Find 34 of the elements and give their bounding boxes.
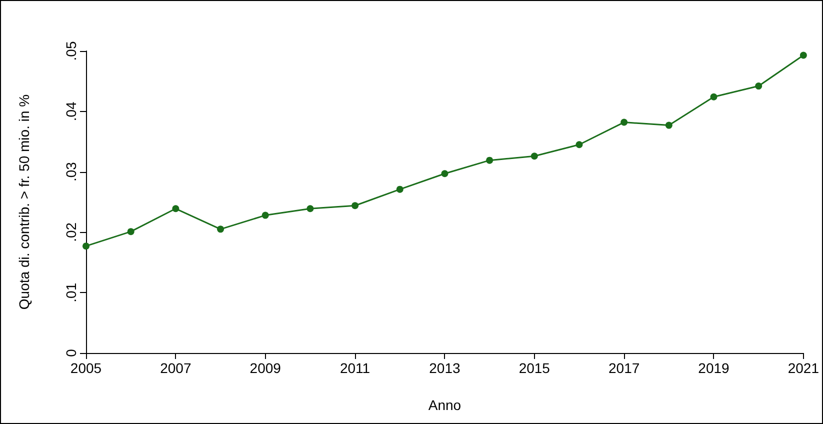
x-tick-label: 2005 [70, 360, 102, 376]
y-tick-label: .01 [63, 282, 79, 302]
point [530, 152, 538, 160]
point [172, 205, 180, 212]
point [262, 212, 269, 219]
point [217, 226, 224, 233]
y-tick-label: .04 [63, 101, 79, 122]
x-tick-label: 2021 [788, 360, 820, 376]
x-tick-label: 2013 [429, 360, 460, 376]
x-tick-label: 2017 [608, 360, 640, 376]
y-tick-label: 0 [63, 348, 79, 357]
point [620, 118, 628, 126]
point [396, 186, 404, 193]
x-axis-title: Anno [428, 397, 462, 413]
y-axis-title: Quota di. contrib. > fr. 50 mio. in % [16, 94, 32, 310]
point [441, 170, 448, 178]
x-tick-label: 2015 [518, 360, 550, 376]
point [710, 93, 718, 100]
x-tick-label: 2009 [250, 360, 282, 376]
point [306, 205, 314, 212]
point [486, 156, 494, 164]
point [576, 141, 583, 148]
point [800, 52, 807, 59]
point [127, 228, 134, 236]
point [755, 82, 762, 90]
x-tick-label: 2019 [698, 360, 730, 376]
point [352, 202, 359, 210]
y-tick-label: .03 [63, 162, 79, 182]
point [82, 242, 90, 250]
y-tick-label: .05 [63, 41, 79, 61]
y-tick-label: .02 [63, 222, 79, 242]
x-tick-label: 2007 [160, 360, 192, 376]
point [665, 122, 672, 129]
x-tick-label: 2011 [340, 360, 370, 376]
